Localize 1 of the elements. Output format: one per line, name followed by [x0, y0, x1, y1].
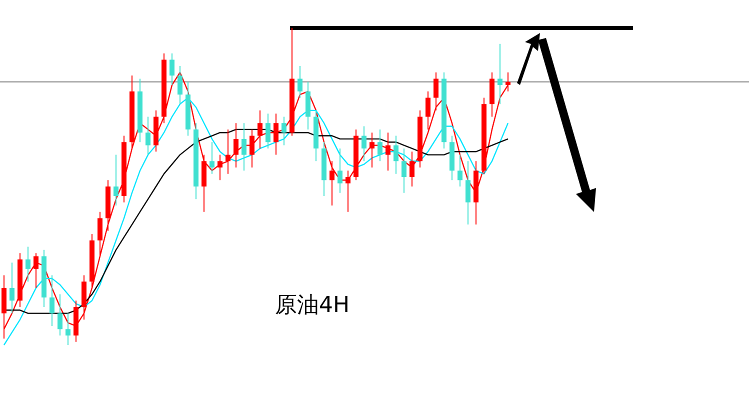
annotation: 原油4H [275, 293, 350, 318]
